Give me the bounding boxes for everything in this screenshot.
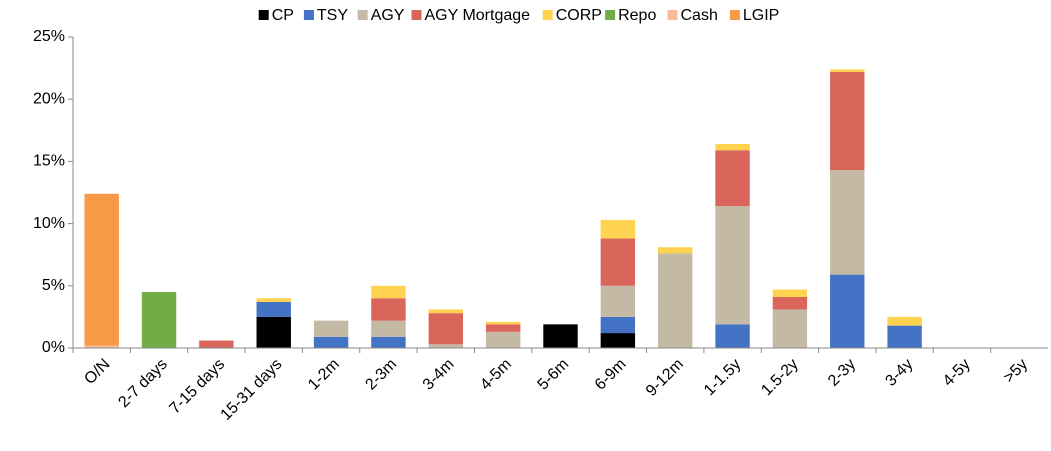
x-tick-label: 6-9m [592,356,630,394]
legend-label: LGIP [743,7,779,24]
legend-label: TSY [317,7,348,24]
legend-swatch [729,10,740,20]
bar-segment [715,143,750,151]
y-tick-label: 25% [33,28,65,45]
x-tick-label: 15-31 days [218,356,286,424]
bar-segment [772,289,808,297]
x-tick-label: 2-7 days [115,356,170,411]
y-tick-label: 20% [33,90,65,107]
bar-segment [313,320,349,337]
x-tick-label: 9-12m [643,356,687,400]
y-tick-label: 10% [33,215,65,232]
bar-segment [830,274,865,348]
bar-segment [715,206,750,325]
bar-segment [428,313,463,345]
bar-segment [543,324,578,348]
x-tick-label: >5y [1001,356,1032,387]
bar-segment [658,247,693,254]
bar-segment [658,253,693,348]
bar-segment [371,298,406,321]
bar-segment [256,316,291,348]
legend-swatch [605,10,616,20]
bar-segment [485,331,521,348]
x-tick-label: 1.5-2y [758,356,801,399]
legend-label: AGY Mortgage [425,7,531,24]
x-tick-label: 1-1.5y [701,356,744,399]
x-tick-label: 2-3m [362,356,400,394]
x-tick-label: 3-4m [420,356,458,394]
bar-segment [887,316,922,326]
legend-swatch [258,10,269,20]
bar-segment [371,285,406,299]
bar-segment [600,285,636,317]
bar-segment [887,325,922,348]
bar-segment [715,150,750,207]
bar-segment [428,309,463,314]
bar-segment [600,238,636,286]
bar-segment [485,321,521,325]
bar-segment [485,324,521,332]
legend-label: Repo [618,7,656,24]
x-tick-label: 3-4y [882,356,916,390]
bar-segment [141,292,177,348]
bar-segment [199,340,234,348]
bar-segment [830,71,865,171]
legend-label: CORP [556,7,602,24]
legend-label: CP [272,7,294,24]
bar-segment [830,170,865,275]
bar-segment [428,344,463,348]
x-tick-label: O/N [81,356,113,388]
x-tick-label: 5-6m [535,356,573,394]
bar-segment [715,324,750,348]
legend-label: Cash [681,7,718,24]
y-tick-label: 5% [42,277,65,294]
bar-segment [600,316,636,334]
legend-swatch [357,10,368,20]
bar-segment [772,296,808,310]
bar-segment [600,333,636,348]
bar-segment [371,320,406,337]
bar-segment [256,301,291,317]
legend-swatch [303,10,314,20]
x-tick-label: 1-2m [305,356,343,394]
legend-swatch [411,10,422,20]
legend-swatch [542,10,553,20]
bar-segment [830,69,865,72]
x-tick-label: 4-5y [940,356,974,390]
bar-segment [256,298,291,302]
bar-segment [371,336,406,348]
y-tick-label: 15% [33,153,65,170]
bar-segment [600,219,636,239]
bar-segment [772,309,808,348]
bar-segment [84,345,119,348]
bar-segment [84,193,119,346]
x-tick-label: 7-15 days [166,356,228,418]
x-tick-label: 2-3y [825,356,859,390]
legend-label: AGY [371,7,405,24]
x-tick-label: 4-5m [477,356,515,394]
y-tick-label: 0% [42,339,65,356]
legend-swatch [667,10,678,20]
bar-segment [313,336,349,348]
